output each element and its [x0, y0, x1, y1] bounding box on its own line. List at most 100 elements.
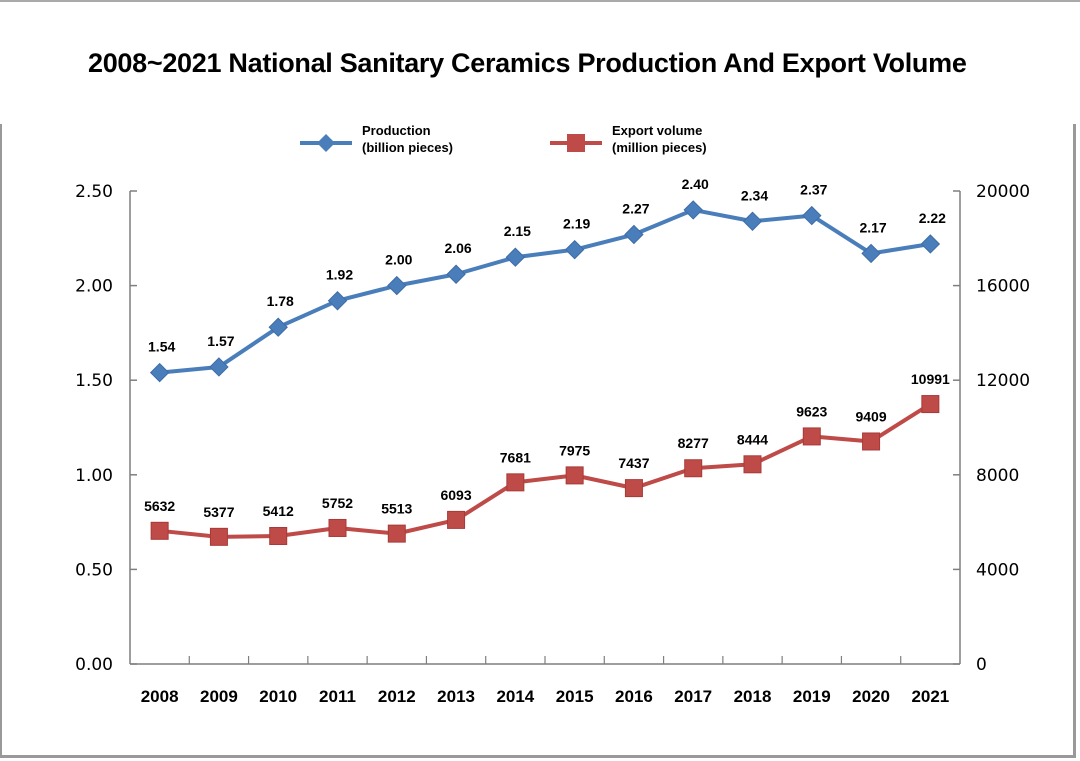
x-tick-label: 2021 — [911, 687, 949, 706]
y-left-tick-label: 1.50 — [75, 371, 113, 391]
x-tick-label: 2018 — [734, 687, 772, 706]
x-tick-label: 2020 — [852, 687, 890, 706]
data-point-production — [802, 205, 822, 226]
data-point-production — [268, 317, 288, 337]
y-right-tick-label: 20000 — [976, 182, 1030, 202]
data-point-export — [862, 432, 881, 451]
x-tick-label: 2016 — [615, 687, 653, 706]
x-tick-label: 2019 — [793, 687, 831, 706]
data-point-production — [387, 275, 407, 296]
x-tick-label: 2017 — [674, 687, 712, 706]
data-point-production — [209, 357, 229, 377]
data-point-export — [209, 527, 228, 546]
x-tick-label: 2015 — [556, 687, 594, 706]
data-label-production: 2.40 — [682, 176, 709, 192]
data-label-export: 8277 — [678, 435, 709, 451]
data-label-export: 5632 — [144, 498, 175, 514]
data-label-production: 1.54 — [148, 339, 175, 355]
data-point-export — [802, 427, 821, 446]
data-label-export: 5412 — [263, 503, 294, 519]
data-point-production — [861, 243, 881, 264]
data-label-production: 1.57 — [207, 333, 234, 349]
data-label-production: 2.19 — [563, 216, 590, 232]
data-point-production — [920, 234, 941, 254]
data-label-production: 2.34 — [741, 187, 768, 203]
y-right-tick-label: 8000 — [976, 466, 1019, 486]
legend: Production (billion pieces) Export volume (… — [300, 123, 707, 155]
legend-square-marker-icon — [567, 134, 585, 152]
data-label-export: 7437 — [618, 455, 649, 471]
top-border — [0, 0, 1080, 2]
data-point-production — [505, 247, 526, 267]
data-point-production — [624, 224, 644, 245]
data-point-production — [327, 291, 348, 311]
data-label-production: 2.27 — [622, 201, 649, 217]
y-right-tick-label: 12000 — [976, 371, 1030, 391]
y-left-tick-label: 2.00 — [75, 277, 113, 297]
y-left-tick-label: 0.50 — [75, 560, 113, 580]
data-point-export — [387, 524, 406, 543]
data-label-production: 2.00 — [385, 252, 412, 268]
data-label-production: 2.17 — [859, 219, 886, 235]
data-point-export — [684, 459, 703, 478]
axes: 0.00 0.50 1.00 1.50 2.00 2.50 0 4000 8000 12000 16… — [75, 182, 1030, 706]
y-right-tick-label: 4000 — [976, 560, 1019, 580]
legend-sublabel: (million pieces) — [612, 140, 707, 155]
series-line-production — [159, 207, 931, 375]
y-right-tick-label: 0 — [976, 655, 987, 675]
data-label-export: 5513 — [381, 501, 412, 517]
data-label-export: 7681 — [500, 449, 531, 465]
data-label-production: 1.78 — [267, 293, 294, 309]
data-label-production: 2.15 — [504, 223, 531, 239]
data-point-export — [565, 466, 584, 485]
data-point-export — [269, 527, 288, 546]
chart-title: 2008~2021 National Sanitary Ceramics Pro… — [88, 48, 967, 78]
x-tick-label: 2014 — [496, 687, 534, 706]
data-label-production: 2.37 — [800, 182, 827, 198]
x-tick-label: 2010 — [259, 687, 297, 706]
legend-sublabel: (billion pieces) — [362, 140, 453, 155]
data-label-export: 10991 — [911, 371, 950, 387]
x-tick-label: 2013 — [437, 687, 475, 706]
data-point-export — [150, 521, 169, 540]
series-line-export-volume — [159, 402, 932, 539]
legend-label: Production — [362, 123, 431, 138]
data-point-production — [683, 200, 703, 220]
data-point-export — [743, 455, 762, 474]
legend-diamond-marker-icon — [317, 134, 335, 152]
data-point-production — [742, 211, 763, 231]
data-label-production: 2.06 — [444, 240, 471, 256]
chart-frame — [0, 124, 1076, 758]
data-point-production — [564, 239, 585, 260]
legend-item-export: Export volume (million pieces) — [550, 123, 707, 155]
y-left-tick-label: 2.50 — [75, 182, 113, 202]
data-label-export: 6093 — [440, 487, 471, 503]
data-label-export: 9623 — [796, 403, 827, 419]
data-point-export — [921, 395, 940, 414]
y-left-tick-label: 0.00 — [75, 655, 113, 675]
data-label-production: 2.22 — [919, 210, 946, 226]
x-tick-label: 2009 — [200, 687, 238, 706]
x-tick-label: 2008 — [141, 687, 179, 706]
x-tick-label: 2011 — [319, 687, 356, 706]
data-point-production — [446, 264, 466, 284]
data-point-export — [624, 479, 643, 498]
data-label-export: 7975 — [559, 442, 590, 458]
data-label-export: 8444 — [737, 431, 768, 447]
data-point-production — [149, 362, 170, 383]
legend-label: Export volume — [612, 123, 702, 138]
y-left-tick-label: 1.00 — [75, 466, 113, 486]
data-labels-layer: 1.54 1.57 1.78 1.92 2.00 2.06 2.15 2.19 2.27 2.40… — [144, 176, 950, 520]
data-label-production: 1.92 — [326, 267, 353, 283]
legend-item-production: Production (billion pieces) — [300, 123, 453, 155]
data-point-export — [328, 518, 347, 537]
series-layer — [149, 200, 941, 546]
x-tick-label: 2012 — [378, 687, 416, 706]
data-label-export: 9409 — [855, 408, 886, 424]
data-label-export: 5752 — [322, 495, 353, 511]
data-label-export: 5377 — [203, 504, 234, 520]
y-right-tick-label: 16000 — [976, 277, 1030, 297]
data-point-export — [447, 510, 466, 529]
data-point-export — [506, 473, 525, 492]
